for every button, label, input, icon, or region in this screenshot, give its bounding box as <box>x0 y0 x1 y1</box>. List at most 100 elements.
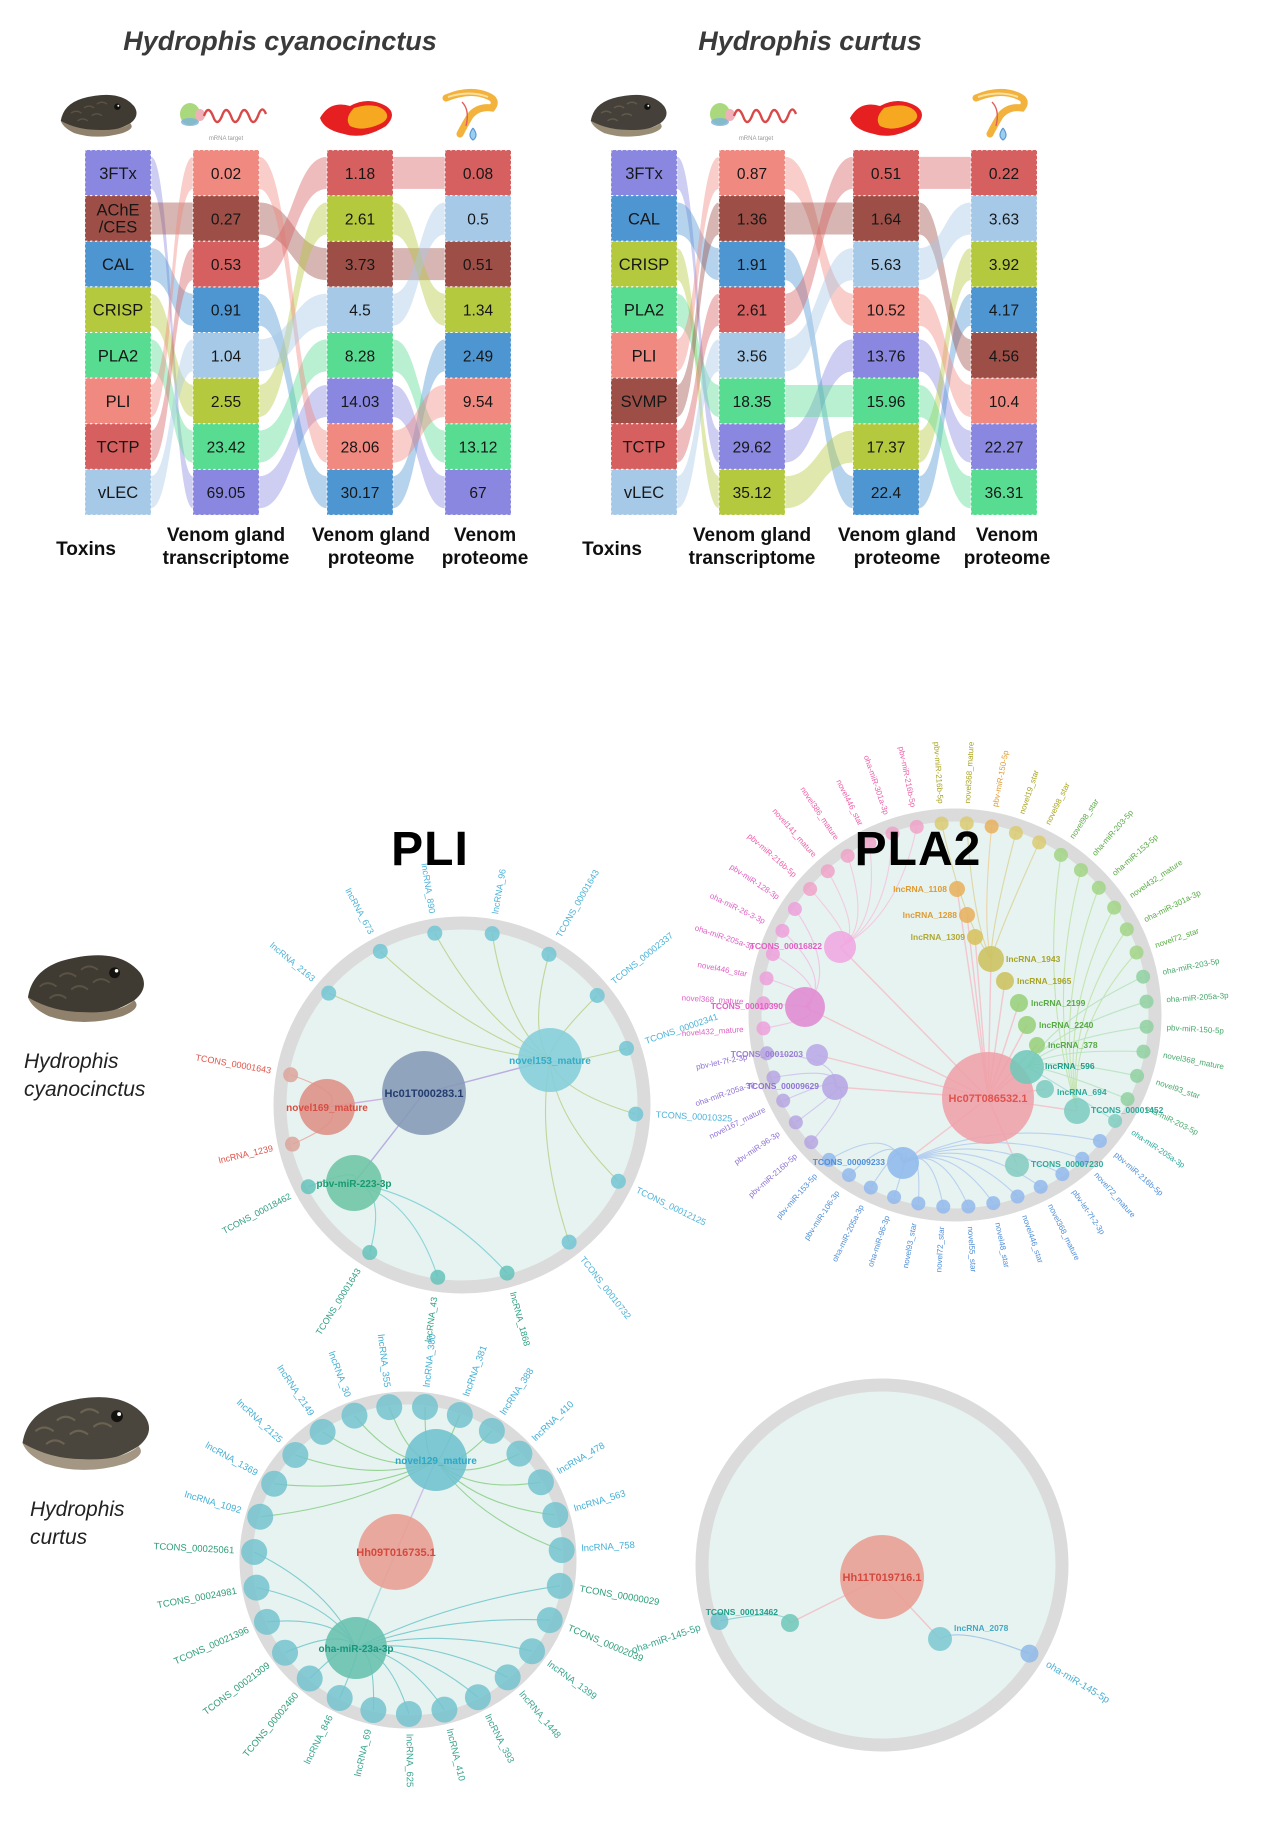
svg-text:novel98_star: novel98_star <box>1044 781 1072 826</box>
svg-text:TCONS_00016822: TCONS_00016822 <box>750 941 823 951</box>
svg-text:lncRNA_846: lncRNA_846 <box>302 1714 336 1767</box>
svg-text:1.36: 1.36 <box>737 211 767 228</box>
svg-text:novel19_star: novel19_star <box>1018 769 1041 816</box>
svg-text:0.27: 0.27 <box>211 211 241 228</box>
svg-text:lncRNA_1965: lncRNA_1965 <box>1017 976 1072 986</box>
svg-text:CAL: CAL <box>628 210 660 228</box>
svg-text:lncRNA_1288: lncRNA_1288 <box>903 910 958 920</box>
svg-text:3.56: 3.56 <box>737 348 767 365</box>
snake-head-icon <box>60 94 137 137</box>
svg-text:lncRNA_1448: lncRNA_1448 <box>516 1689 562 1741</box>
mrna-target-icon <box>180 103 268 126</box>
svg-text:novel167_mature: novel167_mature <box>708 1105 768 1141</box>
svg-text:lncRNA_410: lncRNA_410 <box>530 1399 576 1444</box>
svg-text:oha-miR-23a-3p: oha-miR-23a-3p <box>318 1644 393 1655</box>
svg-text:4.17: 4.17 <box>989 303 1019 320</box>
section-title-pla2: PLA2 <box>854 823 982 876</box>
network-hc-pla2: pbv-miR-216b-5p novel368_mature pbv-miR-15… <box>681 741 1229 1273</box>
svg-text:oha-miR-205a-3p: oha-miR-205a-3p <box>1166 991 1229 1004</box>
svg-text:TCONS_00009233: TCONS_00009233 <box>813 1157 886 1167</box>
svg-text:oha-miR-203-5p: oha-miR-203-5p <box>1162 956 1221 976</box>
svg-text:lncRNA_478: lncRNA_478 <box>555 1440 607 1476</box>
svg-text:vLEC: vLEC <box>98 484 138 502</box>
svg-text:TCONS_00010732: TCONS_00010732 <box>578 1254 633 1320</box>
svg-text:novel129_mature: novel129_mature <box>395 1456 477 1467</box>
network-hh-pli: lncRNA_355 lncRNA_380 lncRNA_381 lncRNA_388… <box>153 1333 660 1787</box>
svg-text:novel98_star: novel98_star <box>1068 797 1101 840</box>
svg-text:novel169_mature: novel169_mature <box>286 1103 368 1114</box>
svg-text:lncRNA_563: lncRNA_563 <box>573 1488 627 1514</box>
svg-text:oha-miR-26-3-3p: oha-miR-26-3-3p <box>708 891 767 926</box>
svg-text:oha-miR-205a-3p: oha-miR-205a-3p <box>830 1203 866 1263</box>
svg-text:novel72_star: novel72_star <box>1154 926 1201 950</box>
svg-text:TCONS_00021309: TCONS_00021309 <box>201 1660 272 1717</box>
svg-text:lncRNA_1369: lncRNA_1369 <box>203 1440 259 1479</box>
panel-title-cyanocinctus: Hydrophis cyanocinctus <box>123 26 437 56</box>
fang-droplet-icon <box>972 89 1028 141</box>
svg-text:0.51: 0.51 <box>463 257 493 274</box>
svg-text:0.5: 0.5 <box>467 211 489 228</box>
svg-text:0.53: 0.53 <box>211 257 241 274</box>
svg-text:TCONS_00009629: TCONS_00009629 <box>747 1081 820 1091</box>
svg-text:pbv-miR-150-5p: pbv-miR-150-5p <box>991 749 1011 808</box>
svg-text:1.34: 1.34 <box>463 303 494 320</box>
svg-text:SVMP: SVMP <box>621 393 668 411</box>
network-hc-pli: lncRNA_673 lncRNA_890 lncRNA_96 TCONS_00001… <box>195 863 733 1348</box>
svg-text:oha-miR-96-3p: oha-miR-96-3p <box>866 1214 892 1268</box>
svg-text:2.55: 2.55 <box>211 394 241 411</box>
svg-text:oha-miR-145-5p: oha-miR-145-5p <box>1044 1659 1112 1706</box>
svg-text:novel446_star: novel446_star <box>834 778 865 827</box>
svg-text:novel368_mature: novel368_mature <box>963 741 976 804</box>
axis-venom-proteome: Venom proteome <box>441 525 529 570</box>
svg-text:TCONS_00010390: TCONS_00010390 <box>711 1001 784 1011</box>
svg-text:AChE/CES: AChE/CES <box>96 201 139 236</box>
svg-text:10.4: 10.4 <box>989 394 1020 411</box>
section-title-pli: PLI <box>391 823 469 876</box>
svg-text:oha-miR-205a-3p: oha-miR-205a-3p <box>1130 1128 1187 1170</box>
svg-text:novel153_mature: novel153_mature <box>509 1056 591 1067</box>
svg-text:3.63: 3.63 <box>989 211 1019 228</box>
svg-text:novel368_mature: novel368_mature <box>1046 1203 1082 1263</box>
svg-text:PLA2: PLA2 <box>98 347 138 365</box>
svg-text:Hc01T000283.1: Hc01T000283.1 <box>385 1088 464 1100</box>
svg-text:lncRNA_393: lncRNA_393 <box>482 1713 516 1766</box>
svg-text:1.91: 1.91 <box>737 257 767 274</box>
svg-text:novel48_star: novel48_star <box>993 1222 1011 1269</box>
svg-text:lncRNA_388: lncRNA_388 <box>498 1366 536 1417</box>
svg-text:pbv-miR-153-5p: pbv-miR-153-5p <box>775 1171 820 1221</box>
svg-text:vLEC: vLEC <box>624 484 664 502</box>
svg-text:lncRNA_1868: lncRNA_1868 <box>508 1291 532 1347</box>
alluvial-panel-1: 3FTx CAL CRISP PLA2 PLI SVMP TCTP vLEC 29.62 1.91… <box>610 149 1038 516</box>
svg-text:lncRNA_1239: lncRNA_1239 <box>218 1143 274 1165</box>
svg-text:oha-miR-301a-3p: oha-miR-301a-3p <box>1143 888 1203 924</box>
svg-text:PLI: PLI <box>106 393 131 411</box>
svg-text:29.62: 29.62 <box>733 440 772 457</box>
svg-text:67: 67 <box>469 485 486 502</box>
svg-text:4.56: 4.56 <box>989 348 1019 365</box>
svg-text:lncRNA_381: lncRNA_381 <box>461 1344 489 1398</box>
svg-text:oha-miR-301a-3p: oha-miR-301a-3p <box>862 754 891 816</box>
svg-text:lncRNA_625: lncRNA_625 <box>404 1734 415 1787</box>
svg-text:pbv-miR-216b-5p: pbv-miR-216b-5p <box>747 1151 800 1199</box>
snake-photo-cyanocinctus <box>27 955 144 1022</box>
svg-text:9.54: 9.54 <box>463 394 494 411</box>
svg-text:TCONS_00024981: TCONS_00024981 <box>156 1586 237 1611</box>
svg-text:TCONS_00001643: TCONS_00001643 <box>314 1267 363 1337</box>
mrna-caption: mRNA target <box>738 136 774 142</box>
svg-text:lncRNA_758: lncRNA_758 <box>581 1540 635 1554</box>
svg-text:lncRNA_1108: lncRNA_1108 <box>893 884 947 894</box>
svg-text:2.61: 2.61 <box>737 303 767 320</box>
svg-text:novel432_mature: novel432_mature <box>681 1025 744 1038</box>
svg-text:pbv-miR-106-3p: pbv-miR-106-3p <box>802 1189 841 1242</box>
fang-droplet-icon <box>442 89 498 141</box>
svg-text:lncRNA_410: lncRNA_410 <box>444 1728 467 1782</box>
svg-text:oha-miR-153-5p: oha-miR-153-5p <box>1111 832 1161 877</box>
svg-text:30.17: 30.17 <box>341 485 380 502</box>
svg-text:0.22: 0.22 <box>989 166 1019 183</box>
svg-text:pbv-miR-128-3p: pbv-miR-128-3p <box>728 862 781 901</box>
svg-text:28.06: 28.06 <box>341 440 380 457</box>
svg-text:4.5: 4.5 <box>349 303 371 320</box>
svg-text:22.27: 22.27 <box>985 440 1024 457</box>
svg-text:novel432_mature: novel432_mature <box>1128 858 1185 900</box>
